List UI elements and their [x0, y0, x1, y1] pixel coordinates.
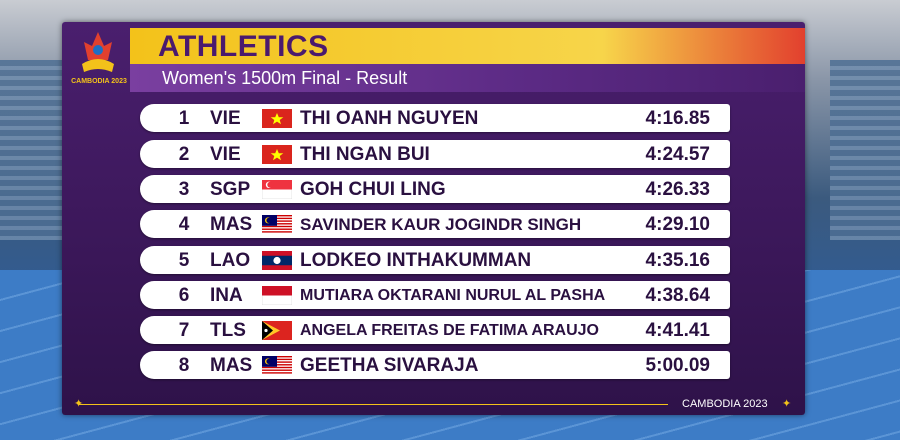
country: VIE — [210, 144, 241, 165]
time: 4:26.33 — [645, 179, 710, 200]
footer-text: CAMBODIA 2023 — [682, 398, 768, 410]
result-row: 4 MAS SAVINDER KAUR JOGINDR SINGH 4:29.1… — [140, 210, 730, 238]
rank: 5 — [178, 250, 190, 271]
athlete: SAVINDER KAUR JOGINDR SINGH — [300, 215, 582, 234]
result-row: 3 SGP GOH CHUI LING 4:26.33 — [140, 175, 730, 203]
flag — [262, 286, 292, 305]
athlete: GOH CHUI LING — [300, 179, 446, 200]
result-row: 1 VIE THI OANH NGUYEN 4:16.85 — [140, 104, 730, 132]
rank: 1 — [178, 108, 190, 129]
logo-icon — [82, 32, 114, 72]
subtitle-bar — [130, 64, 805, 92]
country: MAS — [210, 214, 253, 235]
stadium — [830, 60, 900, 240]
rank: 3 — [178, 179, 190, 200]
rank: 8 — [178, 355, 190, 376]
rank: 4 — [178, 214, 190, 235]
subtitle: Women's 1500m Final - Result — [162, 68, 408, 88]
result-row: 5 LAO LODKEO INTHAKUMMAN 4:35.16 — [140, 246, 730, 274]
time: 4:24.57 — [645, 144, 710, 165]
country: SGP — [210, 179, 251, 200]
flag — [262, 215, 292, 234]
time: 4:38.64 — [645, 285, 710, 306]
ornament: ✦ — [782, 398, 792, 410]
footer-line — [78, 404, 668, 405]
stadium — [0, 60, 70, 240]
athlete: MUTIARA OKTARANI NURUL AL PASHA — [300, 287, 606, 304]
flag — [262, 321, 292, 340]
logo-text: CAMBODIA 2023 — [71, 78, 127, 85]
country: VIE — [210, 108, 241, 129]
country: INA — [210, 285, 243, 306]
flag — [262, 251, 292, 270]
country: MAS — [210, 355, 253, 376]
athlete: THI OANH NGUYEN — [300, 108, 479, 129]
result-row: 7 TLS ANGELA FREITAS DE FATIMA ARAUJO 4:… — [140, 316, 730, 344]
time: 4:29.10 — [645, 214, 710, 235]
country: TLS — [210, 320, 246, 341]
time: 4:16.85 — [645, 108, 710, 129]
flag — [262, 180, 292, 199]
result-row: 2 VIE THI NGAN BUI 4:24.57 — [140, 140, 730, 168]
result-row: 8 MAS GEETHA SIVARAJA 5:00.09 — [140, 351, 730, 379]
time: 4:41.41 — [645, 320, 710, 341]
athlete: LODKEO INTHAKUMMAN — [300, 250, 532, 271]
title: ATHLETICS — [158, 30, 329, 63]
athlete: ANGELA FREITAS DE FATIMA ARAUJO — [300, 322, 599, 339]
flag — [262, 356, 292, 375]
country: LAO — [210, 250, 251, 271]
header-bar — [130, 28, 805, 64]
result-row: 6 INA MUTIARA OKTARANI NURUL AL PASHA 4:… — [140, 281, 730, 309]
flag — [262, 109, 292, 128]
logo: CAMBODIA 2023 — [68, 28, 128, 92]
athlete: GEETHA SIVARAJA — [300, 355, 479, 376]
flag — [262, 145, 292, 164]
rank: 7 — [178, 320, 190, 341]
time: 4:35.16 — [645, 250, 710, 271]
athlete: THI NGAN BUI — [300, 144, 430, 165]
rank: 2 — [178, 144, 190, 165]
time: 5:00.09 — [645, 355, 710, 376]
rank: 6 — [178, 285, 190, 306]
